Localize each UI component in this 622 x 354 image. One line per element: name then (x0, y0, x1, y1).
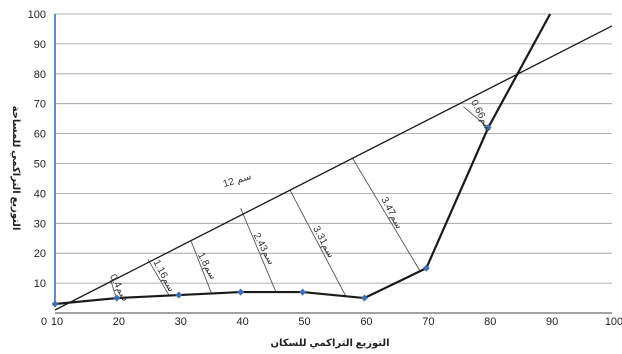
x-tick-label: 70 (422, 316, 434, 328)
x-tick-label: 30 (175, 316, 187, 328)
data-point (51, 300, 59, 308)
y-tick-label: 10 (34, 278, 46, 290)
y-tick-label: 70 (34, 99, 46, 111)
y-tick-label: 80 (34, 69, 46, 81)
x-tick-label: 50 (298, 316, 310, 328)
distance-label: 3.47سم (378, 195, 404, 231)
y-tick-label: 50 (34, 159, 46, 171)
distance-line (351, 157, 421, 272)
data-point (484, 124, 492, 132)
grid-lines (55, 13, 612, 284)
distance-line (147, 258, 170, 296)
data-point (299, 288, 307, 296)
distance-label: 1.8سم (195, 251, 218, 282)
x-tick-label: 90 (546, 316, 558, 328)
y-tick-label: 40 (34, 188, 46, 200)
x-tick-label: 40 (237, 316, 249, 328)
origin-label: 0 (41, 316, 47, 328)
x-tick-label: 20 (113, 316, 125, 328)
distance-line (190, 241, 212, 294)
distance-line (463, 106, 489, 128)
distance-lines (110, 106, 489, 299)
x-tick-label: 100 (605, 316, 622, 328)
distance-label: 3.31سم (310, 224, 336, 260)
distance-line (289, 190, 347, 297)
tick-labels: 10 20 30 40 50 60 70 80 90 100 10 20 30 40 50 60 70 80 90 1… (28, 9, 622, 328)
data-point (422, 264, 430, 272)
series-lines (54, 13, 613, 311)
x-tick-label: 80 (484, 316, 496, 328)
data-point (175, 291, 183, 299)
y-tick-label: 90 (34, 39, 46, 51)
lorenz-curve (54, 13, 552, 306)
x-tick-label: 10 (51, 316, 63, 328)
distance-line (110, 279, 117, 299)
data-point (360, 294, 368, 302)
y-tick-label: 20 (34, 248, 46, 260)
diagonal-length-label: 12 سم (222, 171, 253, 190)
x-axis-title: التوزيع التراكمي للسكان (270, 338, 389, 349)
equality-line (54, 25, 613, 311)
y-axis-title: التوزيع التراكمي للمساحة (10, 106, 21, 231)
y-tick-label: 60 (34, 129, 46, 141)
distance-label: 1.16سم (151, 258, 177, 294)
y-tick-label: 30 (34, 218, 46, 230)
data-point (237, 288, 245, 296)
data-point (113, 294, 121, 302)
x-tick-label: 60 (360, 316, 372, 328)
y-tick-label: 100 (28, 9, 46, 21)
distance-line (240, 208, 277, 293)
point-markers (51, 124, 492, 308)
